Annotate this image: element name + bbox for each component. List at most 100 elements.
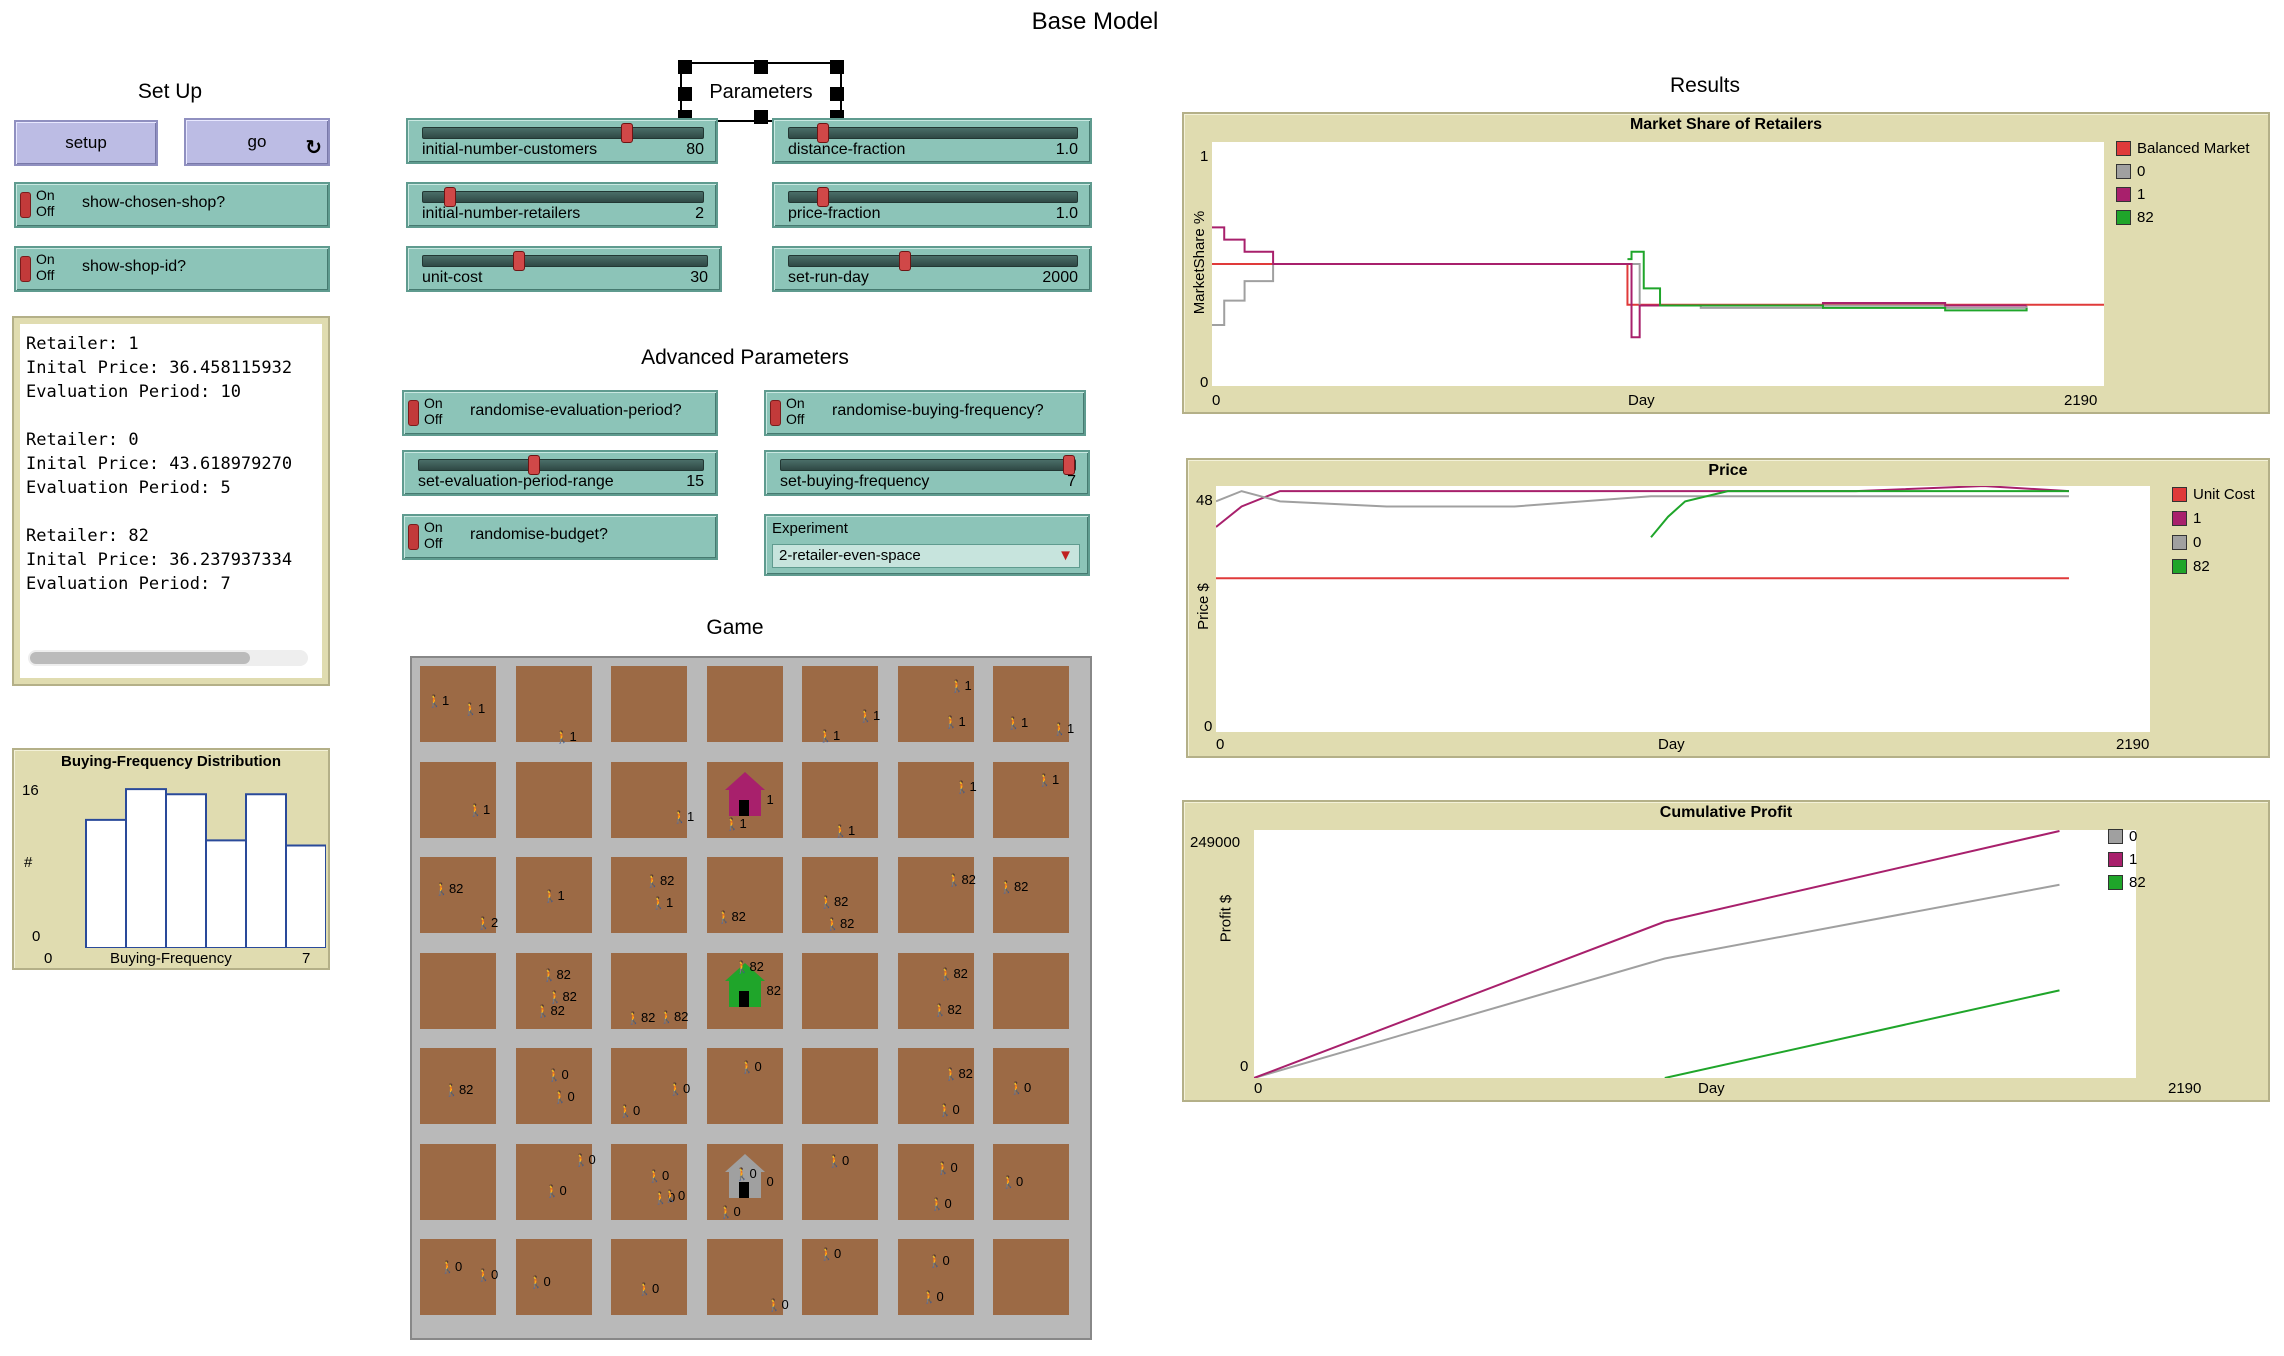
customer-agent[interactable]: 🚶0 bbox=[938, 1102, 960, 1117]
switch-randomise-budget[interactable]: On Off randomise-budget? bbox=[402, 514, 718, 560]
customer-agent[interactable]: 🚶1 bbox=[950, 678, 972, 693]
customer-agent[interactable]: 🚶0 bbox=[553, 1089, 575, 1104]
slider-unit-cost[interactable]: unit-cost 30 bbox=[406, 246, 722, 292]
parameters-heading-box[interactable]: Parameters bbox=[678, 60, 844, 124]
customer-agent[interactable]: 🚶0 bbox=[928, 1253, 950, 1268]
customer-agent[interactable]: 🚶0 bbox=[668, 1081, 690, 1096]
switch-handle[interactable] bbox=[408, 400, 419, 426]
customer-agent[interactable]: 🚶0 bbox=[1009, 1080, 1031, 1095]
customer-agent[interactable]: 🚶82 bbox=[659, 1009, 688, 1024]
customer-agent[interactable]: 🚶82 bbox=[999, 879, 1028, 894]
customer-agent[interactable]: 🚶0 bbox=[653, 1190, 675, 1205]
slider-knob[interactable] bbox=[512, 251, 525, 271]
slider-set-evaluation-period-range[interactable]: set-evaluation-period-range 15 bbox=[402, 450, 718, 496]
series-line-1 bbox=[1212, 226, 2027, 339]
customer-agent[interactable]: 🚶0 bbox=[719, 1204, 741, 1219]
customer-agent[interactable]: 🚶1 bbox=[818, 728, 840, 743]
setup-button[interactable]: setup bbox=[14, 120, 158, 166]
customer-agent[interactable]: 🚶1 bbox=[944, 714, 966, 729]
game-world-view[interactable]: 1 82 0 🚶1 🚶1 🚶1 🚶1 🚶1 🚶1 🚶1 🚶1 🚶1 🚶1 🚶1 🚶1 🚶1 🚶1 🚶1 🚶82 🚶1 🚶… bbox=[410, 656, 1092, 1340]
slider-initial-number-customers[interactable]: initial-number-customers 80 bbox=[406, 118, 718, 164]
customer-agent[interactable]: 🚶82 bbox=[944, 1066, 973, 1081]
customer-agent[interactable]: 🚶1 bbox=[833, 823, 855, 838]
shop-house-icon[interactable]: 82 bbox=[724, 962, 781, 1011]
histogram-ymax: 16 bbox=[22, 782, 39, 799]
switch-randomise-evaluation-period[interactable]: On Off randomise-evaluation-period? bbox=[402, 390, 718, 436]
slider-set-run-day[interactable]: set-run-day 2000 bbox=[772, 246, 1092, 292]
customer-agent[interactable]: 🚶1 bbox=[1006, 715, 1028, 730]
customer-agent[interactable]: 🚶0 bbox=[930, 1196, 952, 1211]
customer-agent[interactable]: 🚶82 bbox=[947, 872, 976, 887]
slider-knob[interactable] bbox=[527, 455, 540, 475]
switch-handle[interactable] bbox=[20, 256, 31, 282]
customer-agent[interactable]: 🚶1 bbox=[672, 809, 694, 824]
customer-agent[interactable]: 🚶82 bbox=[645, 873, 674, 888]
customer-agent[interactable]: 🚶82 bbox=[933, 1002, 962, 1017]
customer-agent[interactable]: 🚶0 bbox=[647, 1168, 669, 1183]
customer-agent[interactable]: 🚶82 bbox=[717, 909, 746, 924]
customer-agent[interactable]: 🚶1 bbox=[651, 895, 673, 910]
customer-agent[interactable]: 🚶82 bbox=[548, 989, 577, 1004]
customer-agent[interactable]: 🚶82 bbox=[735, 959, 764, 974]
switch-handle[interactable] bbox=[408, 524, 419, 550]
slider-knob[interactable] bbox=[621, 123, 634, 143]
customer-agent[interactable]: 🚶0 bbox=[545, 1183, 567, 1198]
customer-agent[interactable]: 🚶0 bbox=[663, 1188, 685, 1203]
customer-agent[interactable]: 🚶0 bbox=[735, 1166, 757, 1181]
customer-agent[interactable]: 🚶0 bbox=[529, 1274, 551, 1289]
customer-agent[interactable]: 🚶82 bbox=[939, 966, 968, 981]
slider-knob[interactable] bbox=[444, 187, 457, 207]
slider-knob[interactable] bbox=[899, 251, 912, 271]
customer-agent[interactable]: 🚶1 bbox=[463, 701, 485, 716]
customer-agent[interactable]: 🚶82 bbox=[626, 1010, 655, 1025]
customer-agent[interactable]: 🚶82 bbox=[536, 1003, 565, 1018]
slider-initial-number-retailers[interactable]: initial-number-retailers 2 bbox=[406, 182, 718, 228]
customer-agent[interactable]: 🚶0 bbox=[618, 1103, 640, 1118]
slider-distance-fraction[interactable]: distance-fraction 1.0 bbox=[772, 118, 1092, 164]
customer-agent[interactable]: 🚶0 bbox=[440, 1259, 462, 1274]
customer-agent[interactable]: 🚶0 bbox=[740, 1059, 762, 1074]
shop-house-icon[interactable]: 1 bbox=[724, 771, 774, 820]
customer-agent[interactable]: 🚶0 bbox=[819, 1246, 841, 1261]
switch-handle[interactable] bbox=[20, 192, 31, 218]
switch-randomise-buying-frequency[interactable]: On Off randomise-buying-frequency? bbox=[764, 390, 1086, 436]
output-scrollbar[interactable] bbox=[28, 650, 308, 666]
customer-agent[interactable]: 🚶1 bbox=[543, 888, 565, 903]
customer-agent[interactable]: 🚶82 bbox=[819, 894, 848, 909]
customer-agent[interactable]: 🚶0 bbox=[476, 1267, 498, 1282]
customer-agent[interactable]: 🚶0 bbox=[827, 1153, 849, 1168]
customer-agent[interactable]: 🚶0 bbox=[922, 1289, 944, 1304]
customer-agent[interactable]: 🚶82 bbox=[434, 881, 463, 896]
customer-agent[interactable]: 🚶0 bbox=[767, 1297, 789, 1312]
switch-handle[interactable] bbox=[770, 400, 781, 426]
chooser-value[interactable]: 2-retailer-even-space ▼ bbox=[772, 544, 1080, 568]
slider-price-fraction[interactable]: price-fraction 1.0 bbox=[772, 182, 1092, 228]
go-button[interactable]: go ↻ bbox=[184, 118, 330, 166]
customer-agent[interactable]: 🚶1 bbox=[1037, 772, 1059, 787]
customer-agent[interactable]: 🚶1 bbox=[427, 693, 449, 708]
customer-agent[interactable]: 🚶0 bbox=[637, 1281, 659, 1296]
customer-agent[interactable]: 🚶0 bbox=[1001, 1174, 1023, 1189]
customer-agent[interactable]: 🚶1 bbox=[955, 779, 977, 794]
shop-house-icon[interactable]: 0 bbox=[724, 1153, 774, 1202]
customer-agent[interactable]: 🚶1 bbox=[1052, 721, 1074, 736]
customer-agent[interactable]: 🚶82 bbox=[542, 967, 571, 982]
switch-show-chosen-shop[interactable]: On Off show-chosen-shop? bbox=[14, 182, 330, 228]
customer-agent[interactable]: 🚶0 bbox=[574, 1152, 596, 1167]
customer-agent[interactable]: 🚶0 bbox=[936, 1160, 958, 1175]
customer-agent[interactable]: 🚶1 bbox=[555, 729, 577, 744]
customer-agent[interactable]: 🚶2 bbox=[476, 915, 498, 930]
slider-knob[interactable] bbox=[816, 123, 829, 143]
customer-agent[interactable]: 🚶0 bbox=[547, 1067, 569, 1082]
customer-agent[interactable]: 🚶82 bbox=[825, 916, 854, 931]
slider-set-buying-frequency[interactable]: set-buying-frequency 7 bbox=[764, 450, 1090, 496]
slider-knob[interactable] bbox=[816, 187, 829, 207]
customer-agent[interactable]: 🚶82 bbox=[444, 1082, 473, 1097]
customer-agent[interactable]: 🚶1 bbox=[725, 816, 747, 831]
switch-show-shop-id[interactable]: On Off show-shop-id? bbox=[14, 246, 330, 292]
customer-agent[interactable]: 🚶1 bbox=[468, 802, 490, 817]
slider-knob[interactable] bbox=[1063, 455, 1075, 475]
switch-off-label: Off bbox=[424, 535, 443, 551]
experiment-chooser[interactable]: Experiment 2-retailer-even-space ▼ bbox=[764, 514, 1090, 576]
customer-agent[interactable]: 🚶1 bbox=[858, 708, 880, 723]
